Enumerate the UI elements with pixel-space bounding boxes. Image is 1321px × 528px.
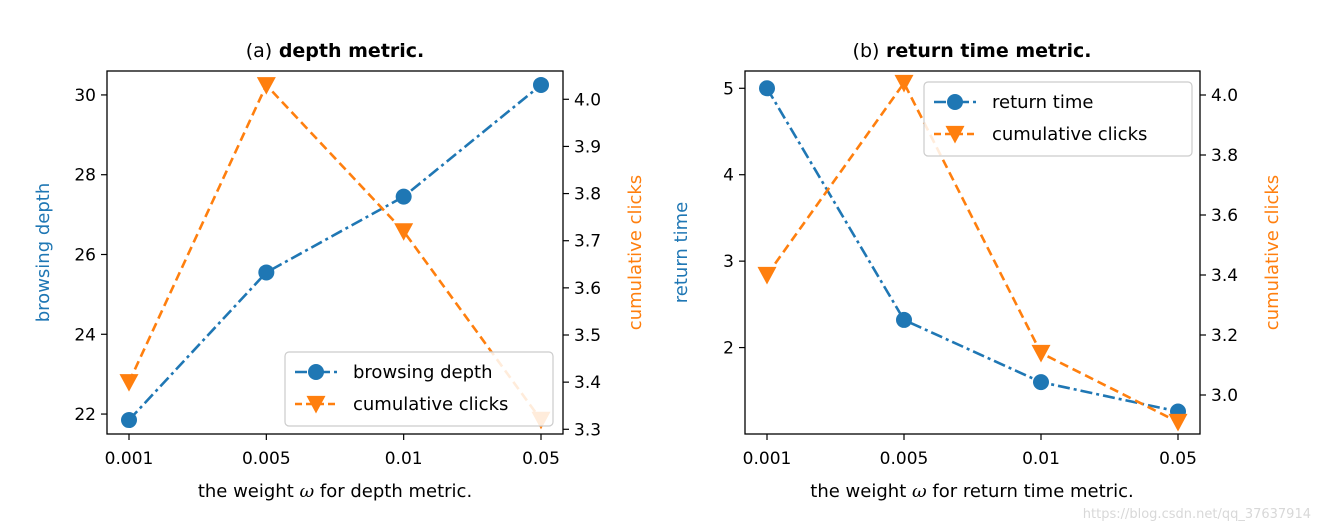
legend-box	[284, 351, 554, 427]
plot-frame	[106, 70, 564, 435]
chart-title-prefix: (b)	[853, 40, 880, 62]
legend-marker	[308, 364, 324, 380]
chart-a: (a) depth metric. 0.001 0.005 0.01 0.05 the w…	[33, 40, 646, 502]
x-axis-label-symbol: ω	[299, 481, 314, 502]
left-y-axis-label: browsing depth	[33, 183, 54, 323]
watermark: https://blog.csdn.net/qq_37637914	[1082, 507, 1311, 522]
x-axis-label-post: for return time metric.	[927, 481, 1134, 502]
left-y-tick-label: 26	[74, 245, 96, 265]
right-y-tick-label: 3.3	[574, 420, 601, 440]
series-cumulative-clicks-point	[1031, 344, 1051, 363]
x-axis-label: the weight ω for depth metric.	[198, 481, 472, 502]
x-tick-label: 0.05	[1159, 449, 1197, 469]
x-tick-label: 0.005	[242, 449, 291, 469]
right-y-tick-label: 3.7	[574, 232, 601, 252]
right-y-axis-label: cumulative clicks	[1262, 175, 1283, 330]
series-cumulative-clicks-point	[1168, 413, 1188, 432]
plot-frame	[744, 70, 1201, 435]
legend-marker	[945, 125, 965, 144]
series-cumulative-clicks-point	[256, 77, 276, 95]
left-y-tick-label: 28	[74, 166, 96, 186]
legend-label: browsing depth	[353, 362, 493, 383]
right-y-tick-label: 3.8	[574, 185, 601, 205]
right-y-tick-label: 3.2	[1211, 326, 1238, 346]
legend-label: cumulative clicks	[353, 394, 508, 415]
left-y-tick-label: 2	[723, 339, 734, 359]
x-axis-label: the weight ω for return time metric.	[810, 481, 1133, 502]
legend-marker	[947, 94, 963, 110]
right-y-tick-label: 3.0	[1211, 386, 1238, 406]
chart-title-text: depth metric.	[272, 40, 424, 62]
chart-title-text: return time metric.	[879, 40, 1091, 62]
x-axis-label-pre: the weight	[198, 481, 300, 502]
series-browsing-depth-point	[533, 76, 549, 93]
legend: return time cumulative clicks	[923, 81, 1193, 157]
series-cumulative-clicks-line	[765, 80, 1179, 424]
x-axis-label-pre: the weight	[810, 481, 912, 502]
right-y-tick-label: 3.4	[574, 373, 601, 393]
series-cumulative-clicks-point	[394, 223, 414, 241]
series-browsing-depth-point	[395, 188, 412, 205]
series-cumulative-clicks-point	[894, 74, 914, 93]
series-return-time-point	[759, 80, 775, 97]
left-y-tick-label: 3	[723, 252, 734, 272]
series-browsing-depth-point	[258, 264, 275, 281]
series-browsing-depth-point	[121, 412, 137, 429]
left-y-tick-label: 30	[74, 86, 96, 106]
legend-box	[923, 81, 1193, 157]
series-return-time-point	[896, 311, 912, 328]
right-y-tick-label: 3.8	[1211, 146, 1238, 166]
chart-title: (b) return time metric.	[853, 40, 1092, 62]
left-y-tick-label: 22	[74, 405, 96, 425]
x-tick-label: 0.001	[743, 449, 792, 469]
chart-title: (a) depth metric.	[246, 40, 425, 62]
right-y-tick-label: 3.5	[574, 326, 601, 346]
series-return-time-point	[1033, 374, 1049, 391]
series-cumulative-clicks-point	[757, 266, 777, 285]
left-y-tick-label: 5	[723, 79, 734, 99]
right-y-tick-label: 3.6	[574, 279, 601, 299]
x-tick-label: 0.001	[105, 449, 154, 469]
left-y-tick-label: 4	[723, 166, 734, 186]
right-y-tick-label: 3.9	[574, 137, 601, 157]
left-y-tick-label: 24	[74, 325, 96, 345]
x-axis-label-post: for depth metric.	[314, 481, 472, 502]
legend-label: return time	[992, 92, 1093, 113]
x-tick-label: 0.01	[1022, 449, 1060, 469]
legend-label: cumulative clicks	[992, 124, 1147, 145]
right-y-tick-label: 4.0	[1211, 86, 1238, 106]
chart-title-prefix: (a)	[246, 40, 272, 62]
series-cumulative-clicks-point	[119, 374, 139, 392]
right-y-axis-label: cumulative clicks	[625, 175, 646, 330]
right-y-tick-label: 4.0	[574, 90, 601, 110]
x-tick-label: 0.005	[880, 449, 929, 469]
x-tick-label: 0.05	[522, 449, 560, 469]
chart-b: (b) return time metric. 0.001 0.005 0.01 0.0…	[671, 40, 1283, 502]
legend: browsing depth cumulative clicks	[284, 351, 554, 427]
series-return-time-line	[765, 87, 1179, 413]
series-cumulative-clicks-line	[127, 82, 543, 421]
right-y-tick-label: 3.6	[1211, 206, 1238, 226]
x-axis-label-symbol: ω	[912, 481, 927, 502]
x-tick-label: 0.01	[385, 449, 423, 469]
right-y-tick-label: 3.4	[1211, 266, 1238, 286]
series-browsing-depth-line	[128, 83, 542, 421]
legend-marker	[306, 395, 326, 414]
left-y-axis-label: return time	[671, 202, 692, 303]
